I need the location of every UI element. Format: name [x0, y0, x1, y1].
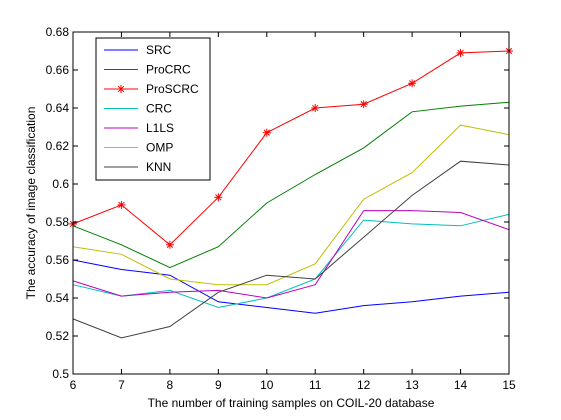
y-tick-label: 0.68 [46, 25, 70, 39]
axes-layer: 6 7 8 9 10 11 12 13 14 15 0.5 0.52 0.54 0.56 0.58 0.6 0.… [46, 25, 516, 392]
y-tick-label: 0.52 [46, 329, 70, 343]
y-axis-label: The accuracy of image classification [24, 107, 38, 300]
series-line-proscrc [72, 50, 510, 246]
legend-label-knn: KNN [146, 160, 171, 174]
data-point-proscrc [117, 200, 126, 209]
y-tick-label: 0.54 [46, 291, 70, 305]
series-line-src [72, 259, 510, 314]
series-line-knn [72, 160, 510, 339]
legend: SRC ProCRC ProSCRC CRC L1LS OMP KNN [95, 37, 211, 181]
x-tick-label: 14 [454, 378, 468, 392]
legend-label-crc: CRC [146, 102, 172, 116]
series-line-l1ls [72, 210, 510, 299]
legend-label-src: SRC [146, 43, 172, 57]
legend-marker-proscrc [117, 85, 125, 93]
y-tick-label: 0.58 [46, 215, 70, 229]
x-tick-label: 9 [215, 378, 222, 392]
x-axis-label: The number of training samples on COIL-2… [148, 396, 435, 410]
series-line-crc [72, 213, 510, 309]
x-tick-label: 7 [118, 378, 125, 392]
data-point-proscrc [359, 100, 368, 109]
data-point-proscrc [408, 79, 417, 88]
y-tick-label: 0.66 [46, 63, 70, 77]
data-point-proscrc [456, 48, 465, 57]
x-tick-label: 11 [309, 378, 322, 392]
y-tick-label: 0.5 [52, 367, 69, 381]
x-tick-label: 8 [167, 378, 174, 392]
series-line-omp [72, 124, 510, 286]
series-line-procrc [72, 101, 510, 269]
y-tick-label: 0.64 [46, 101, 70, 115]
data-point-proscrc [214, 193, 223, 202]
y-tick-label: 0.56 [46, 253, 70, 267]
axes-box [72, 31, 510, 375]
legend-label-proscrc: ProSCRC [146, 82, 199, 96]
y-tick-label: 0.62 [46, 139, 70, 153]
legend-label-omp: OMP [146, 141, 173, 155]
data-point-proscrc [262, 128, 271, 137]
x-tick-label: 15 [502, 378, 516, 392]
x-tick-label: 10 [260, 378, 274, 392]
x-tick-label: 12 [357, 378, 371, 392]
legend-label-l1ls: L1LS [146, 121, 174, 135]
data-point-proscrc [311, 104, 320, 112]
x-tick-label: 13 [405, 378, 419, 392]
y-tick-label: 0.6 [52, 177, 69, 191]
legend-label-procrc: ProCRC [146, 63, 191, 77]
data-point-proscrc [165, 240, 174, 249]
x-tick-label: 6 [70, 378, 77, 392]
